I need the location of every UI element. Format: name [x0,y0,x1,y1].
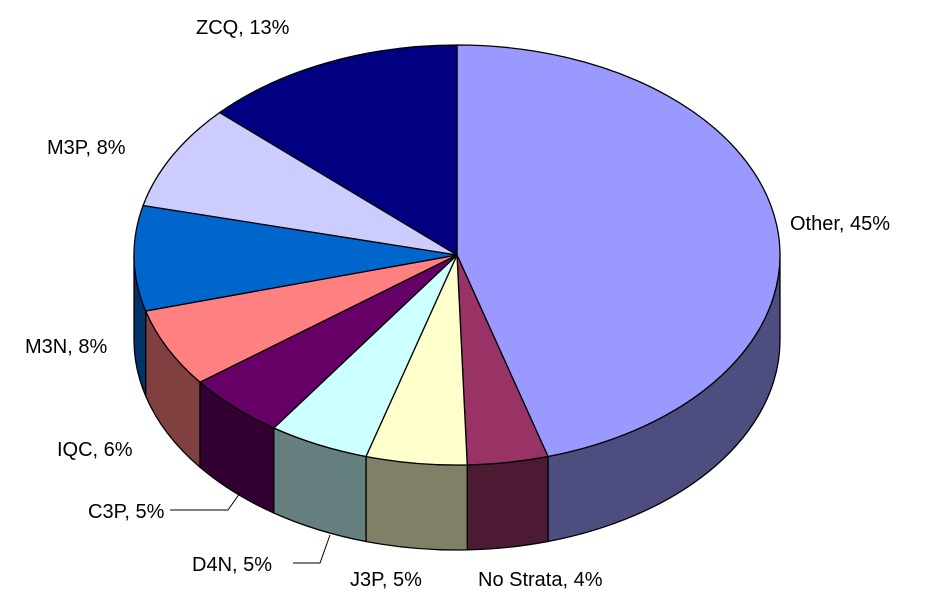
data-label: Other, 45% [790,213,890,235]
pie-slice [456,44,781,458]
pie-slice [142,111,458,256]
data-label: J3P, 5% [350,569,422,591]
data-label: ZCQ, 13% [196,17,290,39]
data-label: No Strata, 4% [478,569,603,591]
pie-slice [144,254,458,383]
data-label: C3P, 5% [88,501,165,523]
pie-slice [133,204,458,312]
pie-side [365,455,468,551]
leader-line [170,492,241,511]
pie-side [466,455,549,551]
pie-slice [218,44,458,257]
data-label: M3P, 8% [47,137,126,159]
data-label: IQC, 6% [57,439,133,461]
data-label: M3N, 8% [25,336,107,358]
leader-line [293,534,331,564]
data-label: D4N, 5% [192,554,272,576]
